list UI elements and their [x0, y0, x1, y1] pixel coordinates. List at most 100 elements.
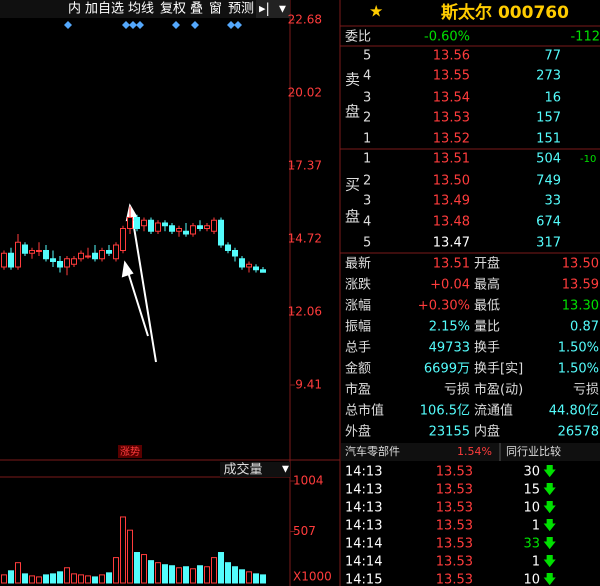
tick-time: 14:14 — [345, 537, 382, 552]
toolbar-item[interactable]: 预测 — [228, 2, 254, 17]
price: 13.53 — [433, 111, 470, 126]
candle-body — [162, 222, 168, 227]
volume-bar — [1, 574, 7, 584]
stat-label: 内盘 — [474, 424, 500, 440]
toolbar-item[interactable]: 加自选 — [85, 2, 124, 17]
volume-bar — [92, 576, 98, 584]
volume-selector[interactable] — [220, 462, 290, 477]
toolbar-item[interactable]: 叠 — [190, 2, 203, 17]
volume-bar — [239, 569, 245, 584]
book-label: 卖 — [345, 71, 360, 89]
stat-value: 13.30 — [562, 299, 599, 314]
weibi-label: 委比 — [345, 30, 371, 45]
volume-bar — [8, 570, 14, 584]
candle-body — [239, 258, 245, 268]
volume-bar — [71, 573, 77, 584]
buy-extra: -10 — [580, 154, 596, 165]
volume-bar — [246, 571, 252, 584]
stat-value: 6699万 — [424, 362, 470, 377]
toolbar-button[interactable] — [256, 0, 290, 18]
candle-body — [57, 260, 63, 268]
price: 13.52 — [433, 132, 470, 147]
volume-bar — [22, 573, 28, 584]
volume-title[interactable]: 成交量 — [223, 462, 262, 478]
toolbar-item[interactable]: 均线 — [128, 2, 154, 17]
tick-arrow: 🡇 — [543, 483, 556, 498]
volume: 16 — [544, 91, 561, 106]
volume-bar — [36, 576, 42, 584]
tick-time: 14:13 — [345, 501, 382, 516]
candle-body — [141, 219, 147, 227]
volume-bar — [64, 567, 70, 584]
star[interactable]: ★ — [369, 2, 383, 21]
tick-arrow: 🡇 — [543, 555, 556, 570]
sector-compare[interactable]: 同行业比较 — [506, 444, 561, 458]
stat-label: 最低 — [474, 299, 500, 314]
candle-body — [29, 249, 35, 254]
tick-arrow: 🡇 — [543, 573, 556, 586]
y-tick-label: 14.72 — [288, 231, 322, 245]
tick-time: 14:15 — [345, 573, 382, 586]
y-tick-label: 22.68 — [288, 13, 322, 27]
level: 3 — [363, 91, 371, 106]
candle-body — [85, 255, 91, 258]
candle-body — [127, 216, 133, 229]
stat-value: 2.15% — [429, 320, 470, 335]
stat-value: 亏损 — [444, 383, 470, 398]
stat-label: 外盘 — [345, 424, 371, 440]
candle-body — [15, 241, 21, 268]
stat-label: 换手[实] — [474, 362, 523, 377]
y-tick-label: 12.06 — [288, 305, 322, 319]
toolbar-item[interactable]: 窗 — [209, 1, 222, 17]
tick-price: 13.53 — [436, 555, 473, 570]
stat-value: 1.50% — [558, 341, 599, 356]
price: 13.54 — [433, 91, 470, 106]
annotation: 涨势 — [120, 445, 140, 458]
volume-bar — [141, 554, 147, 584]
tick-volume: 10 — [523, 501, 540, 516]
volume-bar — [183, 566, 189, 584]
stat-value: 106.5亿 — [420, 404, 470, 419]
volume-bar — [253, 573, 259, 584]
tick-arrow: 🡇 — [543, 465, 556, 480]
stat-label: 涨幅 — [345, 299, 371, 314]
stat-value: +0.30% — [418, 299, 470, 314]
level: 4 — [363, 215, 371, 230]
stock-name: 斯太尔 000760 — [441, 2, 569, 23]
candle-body — [92, 252, 98, 260]
toolbar-item[interactable]: 内 — [68, 1, 81, 17]
tick-price: 13.53 — [436, 483, 473, 498]
candle-body — [211, 219, 217, 232]
stat-label: 金额 — [345, 361, 371, 377]
y-tick-label: 20.02 — [288, 86, 322, 100]
stat-value: 13.59 — [562, 278, 599, 293]
volume: 157 — [536, 111, 561, 126]
price: 13.56 — [433, 49, 470, 64]
tick-time: 14:14 — [345, 555, 382, 570]
tick-volume: 15 — [523, 483, 540, 498]
stat-label: 换手 — [474, 341, 500, 356]
candle-body — [120, 227, 126, 251]
candle-body — [218, 219, 224, 246]
tick-price: 13.53 — [436, 501, 473, 516]
price: 13.51 — [433, 152, 470, 167]
volume-bar — [176, 567, 182, 584]
volume-bar — [232, 566, 238, 584]
volume-bar — [162, 564, 168, 584]
stat-value: +0.04 — [430, 278, 470, 293]
tick-arrow: 🡇 — [543, 519, 556, 534]
candle-body — [134, 216, 140, 229]
volume: 151 — [536, 132, 561, 147]
volume-bar — [57, 571, 63, 584]
volume-bar — [204, 566, 210, 584]
level: 5 — [363, 49, 371, 64]
book-label: 买 — [345, 176, 360, 194]
y-tick-label: 507 — [293, 524, 316, 538]
volume-bar — [85, 575, 91, 584]
tick-volume: 33 — [523, 537, 540, 552]
candle-body — [246, 263, 252, 268]
toolbar-item[interactable]: 复权 — [160, 1, 186, 17]
volume-bar — [197, 565, 203, 584]
